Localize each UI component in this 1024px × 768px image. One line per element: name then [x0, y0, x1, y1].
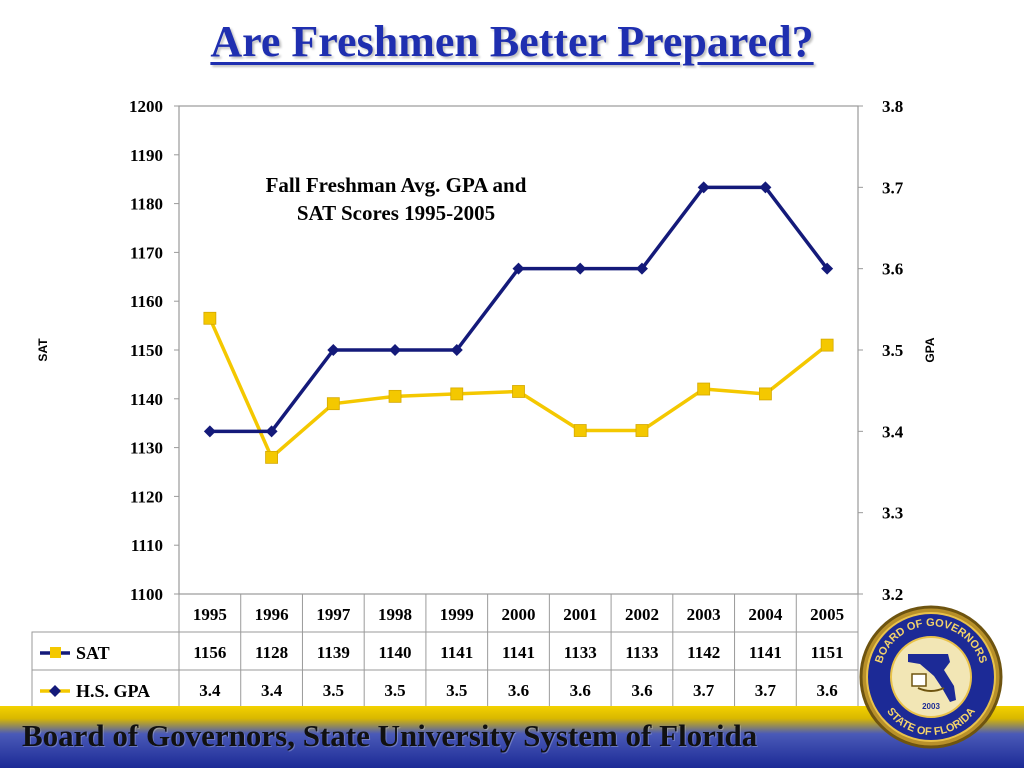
data-table-cell: 3.5	[384, 681, 405, 700]
sat-point	[388, 389, 402, 403]
right-axis-tick-label: 3.4	[882, 422, 904, 441]
x-category-label: 1995	[193, 605, 227, 624]
data-table-cell: 3.7	[755, 681, 777, 700]
left-axis-tick-label: 1140	[130, 390, 163, 409]
data-table-cell: 1142	[687, 643, 720, 662]
footer-bar	[0, 706, 1024, 768]
x-category-label: 1998	[378, 605, 412, 624]
sat-point	[203, 311, 217, 325]
gpa-point	[759, 181, 772, 194]
data-table-cell: 3.6	[570, 681, 591, 700]
right-axis-tick-label: 3.2	[882, 585, 903, 604]
right-axis-tick-label: 3.5	[882, 341, 903, 360]
x-category-label: 1999	[440, 605, 474, 624]
chart-title-line: SAT Scores 1995-2005	[297, 201, 495, 225]
gpa-point	[203, 425, 216, 438]
gpa-point	[697, 181, 710, 194]
x-category-label: 2005	[810, 605, 844, 624]
left-axis-tick-label: 1120	[130, 487, 163, 506]
left-axis-tick-label: 1100	[130, 585, 163, 604]
sat-point	[265, 450, 278, 464]
sat-point	[512, 385, 525, 398]
data-table-cell: 3.4	[261, 681, 283, 700]
chart: 1100 1110 1120 1130 1140 1150 1160 1170 1180 1190…	[31, 97, 937, 706]
right-axis-tick-label: 3.6	[882, 260, 903, 279]
board-seal-logo: BOARD OF GOVERNORS STATE OF FLORIDA 2003	[859, 605, 1003, 749]
gpa-point	[389, 344, 402, 356]
data-table-cell: 1133	[564, 643, 597, 662]
right-axis-tick-label: 3.3	[882, 504, 903, 523]
florida-map-icon	[908, 654, 956, 702]
chart-title-line: Fall Freshman Avg. GPA and	[266, 173, 527, 197]
data-table-cell: 3.7	[693, 681, 715, 700]
data-table-cell: 3.4	[199, 681, 221, 700]
data-table-cell: 1140	[379, 643, 412, 662]
gpa-point	[327, 344, 340, 356]
legend-series-name: SAT	[76, 643, 110, 663]
sat-point	[635, 424, 649, 437]
left-axis-tick-label: 1130	[130, 439, 163, 458]
sat-point	[573, 424, 587, 437]
sat-point	[820, 338, 834, 352]
sat-point	[450, 387, 464, 401]
data-table-cell: 1128	[255, 643, 288, 662]
data-table-cell: 3.5	[323, 681, 344, 700]
left-axis-title: SAT	[36, 338, 50, 362]
x-category-label: 2004	[748, 605, 783, 624]
legend-key-marker	[49, 685, 61, 697]
sat-point	[326, 397, 340, 411]
left-axis-tick-label: 1190	[130, 146, 163, 165]
gpa-point	[574, 262, 587, 275]
x-category-label: 1996	[255, 605, 289, 624]
sat-point	[759, 387, 772, 401]
gpa-point	[450, 344, 463, 356]
left-axis-tick-label: 1160	[130, 292, 163, 311]
book-icon	[911, 673, 927, 687]
gpa-point	[512, 262, 525, 275]
right-axis-tick-label: 3.7	[882, 178, 904, 197]
footer-text: Board of Governors, State University Sys…	[22, 718, 758, 753]
data-table-cell: 3.6	[817, 681, 838, 700]
data-table-cell: 1151	[811, 643, 844, 662]
gpa-point	[265, 425, 278, 438]
x-category-label: 1997	[316, 605, 351, 624]
gpa-point	[635, 262, 648, 275]
right-axis-tick-label: 3.8	[882, 97, 903, 116]
data-table-cell: 3.6	[508, 681, 529, 700]
lamp-icon	[917, 687, 945, 692]
data-table-cell: 3.6	[631, 681, 652, 700]
x-category-label: 2001	[563, 605, 597, 624]
x-category-label: 2000	[502, 605, 536, 624]
gpa-point	[821, 262, 834, 275]
left-axis-tick-label: 1150	[130, 341, 163, 360]
data-table-cell: 3.5	[446, 681, 467, 700]
x-category-label: 2003	[687, 605, 721, 624]
left-axis-tick-label: 1200	[129, 97, 163, 116]
data-table-cell: 1141	[502, 643, 535, 662]
data-table-cell: 1141	[440, 643, 473, 662]
data-table-cell: 1139	[317, 643, 350, 662]
x-category-label: 2002	[625, 605, 659, 624]
legend-key-marker	[50, 647, 61, 658]
left-axis-tick-label: 1170	[130, 243, 163, 262]
legend-series-name: H.S. GPA	[76, 681, 150, 701]
sat-point	[697, 382, 711, 396]
seal-year: 2003	[922, 702, 940, 711]
slide-title: Are Freshmen Better Prepared?	[210, 17, 814, 66]
data-table-cell: 1156	[193, 643, 226, 662]
left-axis-tick-label: 1110	[131, 536, 163, 555]
data-table-cell: 1141	[749, 643, 782, 662]
right-axis-title: GPA	[923, 337, 937, 362]
left-axis-tick-label: 1180	[130, 195, 163, 214]
data-table-cell: 1133	[625, 643, 658, 662]
